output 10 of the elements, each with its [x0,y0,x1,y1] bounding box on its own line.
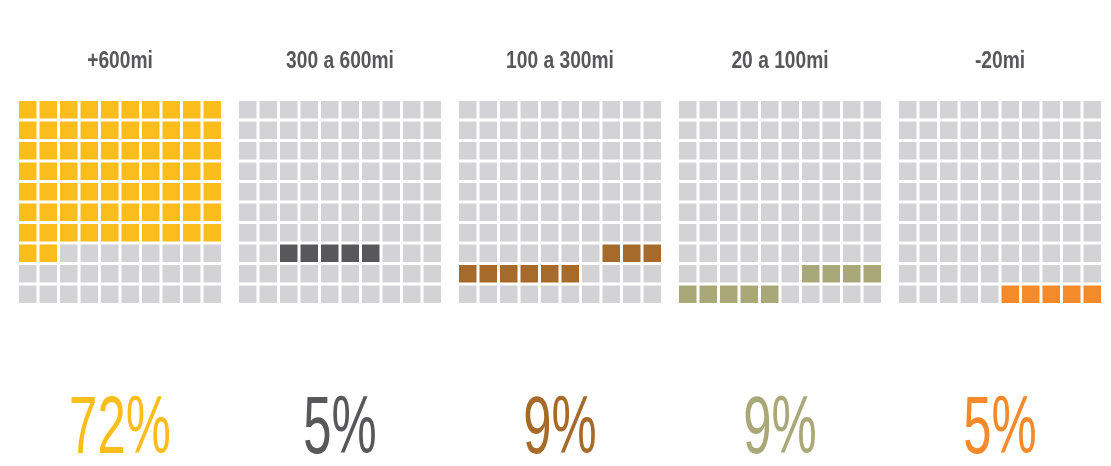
data-label: 72% [69,378,171,466]
category-label: +600mi [87,45,153,74]
data-label: 5% [303,378,377,466]
category-label: 100 a 300mi [506,45,614,74]
category-label: -20mi [974,45,1026,74]
data-label: 9% [743,378,817,466]
category-label: 20 a 100mi [731,45,829,74]
data-label: 9% [523,378,597,466]
category-label: 300 a 600mi [286,45,394,74]
data-label: 5% [963,378,1037,466]
